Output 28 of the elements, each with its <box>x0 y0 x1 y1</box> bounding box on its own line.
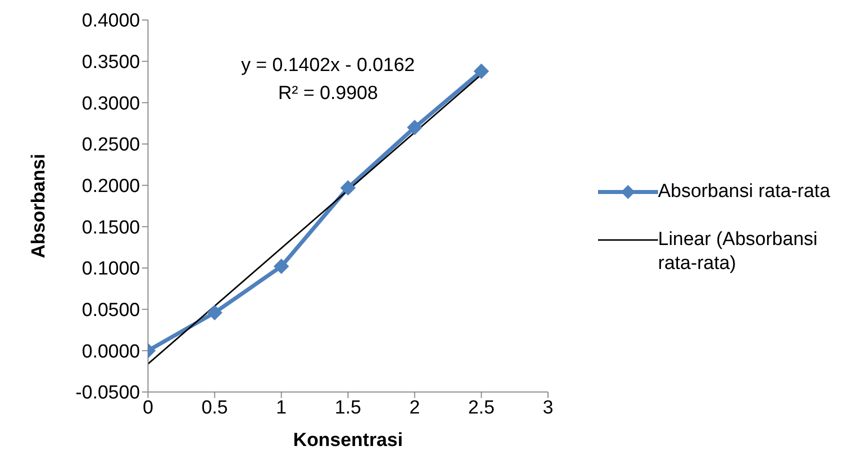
point <box>274 258 289 274</box>
x-tick-label: 2 <box>409 397 420 418</box>
y-tick-label: 0.4000 <box>82 10 140 32</box>
x-axis-title: Konsentrasi <box>293 430 403 450</box>
point <box>474 64 489 79</box>
y-axis-title: Absorbansi <box>28 154 50 258</box>
point <box>407 120 422 135</box>
x-tick-label: 2.5 <box>468 397 495 418</box>
y-tick-label: 0.2500 <box>82 134 140 156</box>
y-tick-label: 0.3500 <box>82 52 140 74</box>
x-tick-label: 1.5 <box>334 397 362 418</box>
y-tick-label: 0.0000 <box>82 341 140 362</box>
x-tick-label: 0.5 <box>201 397 228 418</box>
x-tick-label: 0 <box>142 397 154 418</box>
y-tick-label: 0.2000 <box>82 176 140 198</box>
point <box>340 180 356 196</box>
annotation: y = 0.1402x - 0.0162 <box>240 54 416 78</box>
x-tick-label: 1 <box>276 397 287 418</box>
y-tick-label: 0.1000 <box>82 258 140 280</box>
annotation: R² = 0.9908 <box>277 82 379 106</box>
legend-label: Absorbansi rata-rata <box>658 180 830 204</box>
y-tick-label: 0.0500 <box>82 300 140 322</box>
y-tick-label: -0.0500 <box>76 382 140 404</box>
x-tick-label: 3 <box>542 397 554 418</box>
y-tick-label: 0.1500 <box>82 217 140 238</box>
point <box>207 305 222 320</box>
y-tick-label: 0.3000 <box>82 93 140 114</box>
legend-label: Linear (Absorbansi rata-rata) <box>658 228 818 276</box>
